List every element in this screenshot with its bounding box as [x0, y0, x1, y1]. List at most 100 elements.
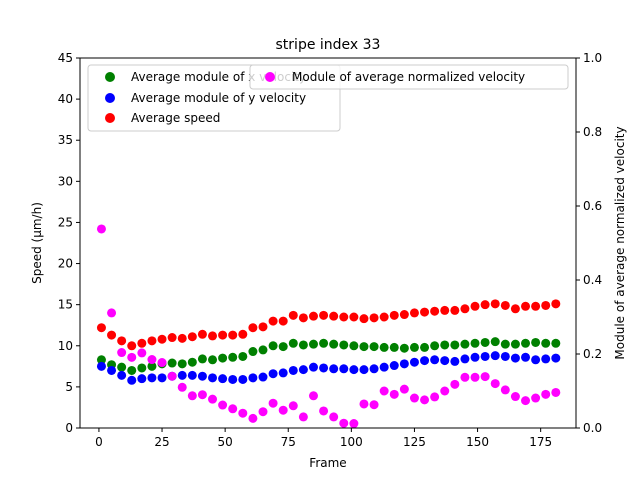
- point-x-velocity: [490, 337, 500, 347]
- point-x-velocity: [208, 355, 218, 365]
- point-speed: [157, 334, 167, 344]
- y-tick-label-right: 0.8: [583, 125, 602, 139]
- point-y-velocity: [117, 370, 127, 380]
- point-speed: [147, 336, 157, 346]
- point-x-velocity: [480, 337, 490, 347]
- point-speed: [541, 300, 551, 310]
- point-normalized-velocity: [218, 400, 228, 410]
- point-normalized-velocity: [521, 396, 531, 406]
- point-y-velocity: [379, 362, 389, 372]
- point-x-velocity: [117, 362, 127, 372]
- x-tick-label: 100: [340, 435, 363, 449]
- point-normalized-velocity: [409, 393, 419, 403]
- point-y-velocity: [228, 374, 238, 384]
- y-axis-left: 0 5 10 15 20 25 30 35 40 45: [58, 51, 80, 435]
- point-normalized-velocity: [490, 379, 500, 389]
- point-x-velocity: [197, 354, 207, 364]
- legend-marker-y-velocity: [105, 93, 115, 103]
- point-normalized-velocity: [329, 412, 339, 422]
- point-y-velocity: [197, 371, 207, 381]
- legend-right-box: [249, 64, 569, 90]
- point-normalized-velocity: [369, 400, 379, 410]
- series-normalized-velocity: [96, 224, 561, 429]
- point-x-velocity: [460, 339, 470, 349]
- point-y-velocity: [420, 356, 430, 366]
- chart-title: stripe index 33: [276, 37, 381, 53]
- point-y-velocity: [147, 373, 157, 383]
- point-normalized-velocity: [510, 392, 520, 402]
- point-normalized-velocity: [480, 372, 490, 382]
- point-y-velocity: [238, 374, 248, 384]
- y-axis-label-right: Module of average normalized velocity: [613, 126, 627, 359]
- point-x-velocity: [339, 340, 349, 350]
- point-y-velocity: [96, 361, 106, 371]
- point-y-velocity: [107, 365, 117, 375]
- point-x-velocity: [177, 359, 187, 369]
- point-speed: [187, 332, 197, 342]
- point-normalized-velocity: [349, 419, 359, 429]
- point-x-velocity: [470, 338, 480, 348]
- point-y-velocity: [157, 373, 167, 383]
- point-y-velocity: [248, 373, 258, 383]
- point-normalized-velocity: [339, 418, 349, 428]
- point-y-velocity: [409, 357, 419, 367]
- point-normalized-velocity: [359, 399, 369, 409]
- point-x-velocity: [137, 363, 147, 373]
- point-speed: [450, 305, 460, 315]
- point-speed: [117, 336, 127, 346]
- point-y-velocity: [208, 373, 218, 383]
- y-tick-label-left: 45: [58, 51, 73, 65]
- x-tick-label: 0: [95, 435, 103, 449]
- point-x-velocity: [399, 343, 409, 353]
- point-speed: [389, 310, 399, 320]
- point-x-velocity: [510, 339, 520, 349]
- point-y-velocity: [298, 365, 308, 375]
- point-x-velocity: [369, 342, 379, 352]
- axes-frame: [79, 57, 577, 429]
- y-tick-label-right: 0.2: [583, 347, 602, 361]
- point-speed: [359, 314, 369, 324]
- point-speed: [399, 310, 409, 320]
- x-axis-label: Frame: [309, 456, 346, 470]
- point-x-velocity: [288, 338, 298, 348]
- point-y-velocity: [500, 351, 510, 361]
- point-normalized-velocity: [177, 382, 187, 392]
- point-x-velocity: [96, 355, 106, 365]
- x-tick-label: 150: [466, 435, 489, 449]
- point-x-velocity: [389, 342, 399, 352]
- point-y-velocity: [430, 355, 440, 365]
- y-tick-label-left: 10: [58, 339, 73, 353]
- point-x-velocity: [450, 340, 460, 350]
- y-tick-label-right: 0.4: [583, 273, 602, 287]
- point-x-velocity: [298, 340, 308, 350]
- point-x-velocity: [349, 341, 359, 351]
- point-normalized-velocity: [278, 405, 288, 415]
- point-normalized-velocity: [379, 386, 389, 396]
- series-speed: [96, 299, 561, 351]
- point-speed: [551, 299, 561, 309]
- point-speed: [510, 304, 520, 314]
- point-y-velocity: [490, 351, 500, 361]
- legend-label-normalized-velocity: Module of average normalized velocity: [292, 70, 525, 84]
- point-speed: [480, 300, 490, 310]
- point-x-velocity: [541, 338, 551, 348]
- point-normalized-velocity: [531, 393, 541, 403]
- point-speed: [308, 311, 318, 321]
- point-x-velocity: [268, 341, 278, 351]
- point-x-velocity: [430, 341, 440, 351]
- y-tick-label-left: 30: [58, 174, 73, 188]
- point-speed: [208, 331, 218, 341]
- point-x-velocity: [531, 337, 541, 347]
- point-y-velocity: [258, 372, 268, 382]
- legend-marker-speed: [105, 113, 115, 123]
- point-x-velocity: [308, 339, 318, 349]
- point-x-velocity: [167, 358, 177, 368]
- y-tick-label-right: 0.6: [583, 199, 602, 213]
- legend-label-speed: Average speed: [131, 111, 220, 125]
- point-normalized-velocity: [399, 384, 409, 394]
- point-normalized-velocity: [389, 389, 399, 399]
- point-speed: [369, 313, 379, 323]
- point-y-velocity: [510, 353, 520, 363]
- y-tick-label-left: 0: [65, 421, 73, 435]
